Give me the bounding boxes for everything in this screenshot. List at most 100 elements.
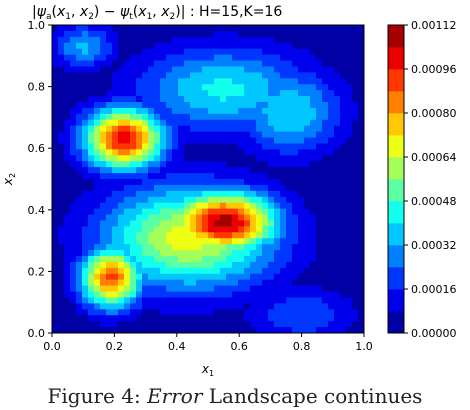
- heatmap-cell: [316, 131, 323, 139]
- heatmap-cell: [262, 84, 269, 91]
- heatmap-cell: [346, 256, 353, 263]
- heatmap-cell: [148, 107, 155, 115]
- heatmap-cell: [154, 113, 161, 121]
- heatmap-cell: [64, 214, 71, 222]
- heatmap-cell: [244, 267, 251, 275]
- heatmap-cell: [292, 60, 299, 68]
- heatmap-cell: [172, 25, 179, 32]
- heatmap-cell: [154, 137, 161, 145]
- heatmap-cell: [256, 60, 263, 68]
- heatmap-cell: [214, 244, 221, 251]
- heatmap-cell: [202, 173, 209, 180]
- heatmap-cell: [100, 72, 107, 79]
- heatmap-cell: [94, 238, 101, 245]
- heatmap-cell: [148, 84, 155, 91]
- heatmap-cell: [304, 137, 311, 145]
- heatmap-cell: [106, 250, 113, 257]
- heatmap-cell: [244, 48, 251, 56]
- heatmap-cell: [154, 96, 161, 103]
- heatmap-cell: [184, 119, 191, 127]
- heatmap-cell: [346, 102, 353, 109]
- heatmap-cell: [268, 179, 275, 186]
- heatmap-cell: [310, 256, 317, 263]
- heatmap-cell: [76, 167, 83, 174]
- heatmap-cell: [310, 179, 317, 186]
- heatmap-cell: [274, 96, 281, 103]
- heatmap-cell: [226, 190, 233, 198]
- heatmap-cell: [64, 303, 71, 310]
- heatmap-cell: [274, 137, 281, 145]
- heatmap-cell: [340, 143, 347, 150]
- heatmap-cell: [226, 173, 233, 180]
- heatmap-cell: [232, 267, 239, 275]
- heatmap-cell: [130, 155, 137, 162]
- heatmap-cell: [238, 25, 245, 32]
- heatmap-cell: [166, 143, 173, 150]
- heatmap-cell: [76, 256, 83, 263]
- heatmap-cell: [136, 173, 143, 180]
- heatmap-cell: [352, 220, 359, 227]
- heatmap-cell: [202, 54, 209, 62]
- heatmap-cell: [190, 297, 197, 304]
- heatmap-cell: [88, 102, 95, 109]
- heatmap-cell: [256, 208, 263, 216]
- heatmap-cell: [100, 161, 107, 168]
- heatmap-cell: [298, 161, 305, 168]
- heatmap-cell: [208, 30, 215, 38]
- heatmap-cell: [298, 72, 305, 79]
- heatmap-cell: [304, 190, 311, 198]
- heatmap-cell: [70, 48, 77, 56]
- heatmap-cell: [322, 321, 329, 328]
- heatmap-cell: [154, 149, 161, 156]
- heatmap-cell: [166, 303, 173, 310]
- heatmap-cell: [172, 250, 179, 257]
- heatmap-cell: [178, 321, 185, 328]
- heatmap-cell: [292, 190, 299, 198]
- heatmap-cell: [256, 119, 263, 127]
- heatmap-cell: [70, 214, 77, 222]
- heatmap-cell: [100, 279, 107, 287]
- heatmap-cell: [322, 238, 329, 245]
- heatmap-cell: [304, 261, 311, 269]
- heatmap-cell: [328, 96, 335, 103]
- heatmap-cell: [316, 90, 323, 97]
- heatmap-cell: [310, 42, 317, 50]
- heatmap-cell: [100, 214, 107, 222]
- heatmap-cell: [262, 291, 269, 299]
- heatmap-cell: [298, 84, 305, 91]
- heatmap-cell: [262, 149, 269, 156]
- heatmap-cell: [340, 155, 347, 162]
- heatmap-cell: [118, 78, 125, 85]
- heatmap-cell: [322, 208, 329, 216]
- heatmap-cell: [142, 303, 149, 310]
- heatmap-cell: [328, 42, 335, 50]
- heatmap-cell: [220, 238, 227, 245]
- heatmap-cell: [244, 66, 251, 73]
- heatmap-cell: [292, 131, 299, 139]
- heatmap-cell: [190, 155, 197, 162]
- heatmap-cell: [352, 184, 359, 192]
- heatmap-cell: [58, 102, 65, 109]
- colorbar-tick-label: 0.00016: [411, 283, 457, 296]
- heatmap-cell: [112, 137, 119, 145]
- heatmap-cell: [328, 90, 335, 97]
- heatmap-cell: [274, 54, 281, 62]
- heatmap-cell: [100, 173, 107, 180]
- heatmap-cell: [226, 84, 233, 91]
- heatmap-cell: [154, 285, 161, 293]
- heatmap-cell: [94, 261, 101, 269]
- heatmap-cell: [328, 273, 335, 281]
- heatmap-cell: [106, 90, 113, 97]
- heatmap-cell: [334, 303, 341, 310]
- heatmap-cell: [220, 78, 227, 85]
- heatmap-cell: [142, 113, 149, 121]
- heatmap-cell: [268, 107, 275, 115]
- heatmap-cell: [250, 202, 257, 210]
- heatmap-cell: [112, 303, 119, 310]
- heatmap-cell: [178, 78, 185, 85]
- heatmap-cell: [178, 167, 185, 174]
- heatmap-cell: [346, 173, 353, 180]
- heatmap-cell: [232, 303, 239, 310]
- heatmap-cell: [76, 179, 83, 186]
- heatmap-cell: [64, 102, 71, 109]
